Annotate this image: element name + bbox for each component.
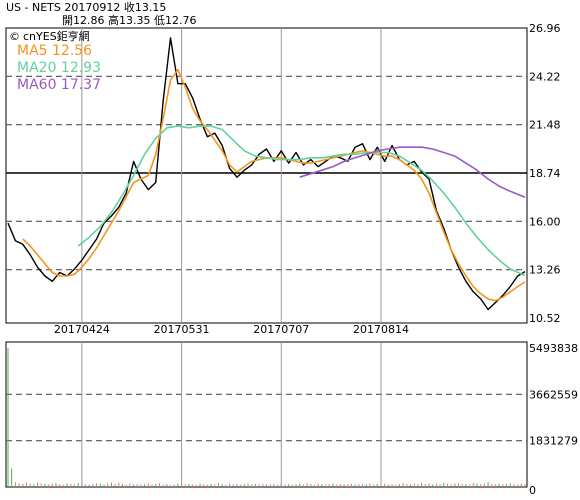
price-x-tick-label: 20170424 (54, 323, 110, 336)
chart-header-line2: 開12.86 高13.35 低12.76 (62, 13, 196, 27)
volume-y-tick-label: 1831279 (529, 435, 578, 448)
volume-panel: 5493838 3662559 1831279 0 (5, 341, 578, 497)
price-line (7, 37, 526, 311)
credit-text: cnYES鉅亨網 (23, 29, 90, 43)
price-y-tick-label: 16.00 (529, 215, 561, 228)
legend-entry: MA60 17.37 (17, 77, 101, 93)
ma-line-2 (77, 125, 526, 277)
volume-y-tick-label: 3662559 (529, 388, 578, 401)
credit-label: © cnYES鉅亨網 (9, 29, 90, 43)
price-y-axis: 26.96 24.22 21.48 18.74 16.00 13.26 10.52 (529, 22, 561, 325)
price-panel: 26.96 24.22 21.48 18.74 16.00 13.26 10.52 2017… (5, 22, 561, 336)
price-y-tick-label: 18.74 (529, 167, 561, 180)
ma-line-1 (22, 68, 526, 302)
price-y-tick-label: 21.48 (529, 119, 561, 132)
price-x-tick-label: 20170707 (253, 323, 309, 336)
price-y-tick-label: 24.22 (529, 70, 561, 83)
price-panel-frame (5, 27, 528, 324)
volume-y-tick-label: 0 (529, 484, 536, 497)
volume-grid (6, 342, 527, 487)
copyright-icon: © (9, 30, 20, 43)
legend-entry: MA20 12.93 (17, 60, 101, 76)
price-y-tick-label: 26.96 (529, 22, 561, 35)
price-x-tick-label: 20170531 (154, 323, 210, 336)
legend-entry: MA5 12.56 (17, 43, 92, 59)
volume-y-tick-label: 5493838 (529, 342, 578, 355)
price-x-axis: 20170424 20170531 20170707 20170814 (54, 323, 409, 336)
price-y-tick-label: 10.52 (529, 312, 561, 325)
price-y-tick-label: 13.26 (529, 264, 561, 277)
ma-line-3 (299, 146, 526, 198)
volume-panel-frame (5, 341, 528, 488)
volume-y-axis: 5493838 3662559 1831279 0 (529, 342, 578, 497)
chart-header-line1: US - NETS 20170912 收13.15 (6, 0, 166, 14)
price-series-lines (7, 37, 526, 311)
price-x-tick-label: 20170814 (353, 323, 409, 336)
volume-bars (7, 348, 526, 487)
